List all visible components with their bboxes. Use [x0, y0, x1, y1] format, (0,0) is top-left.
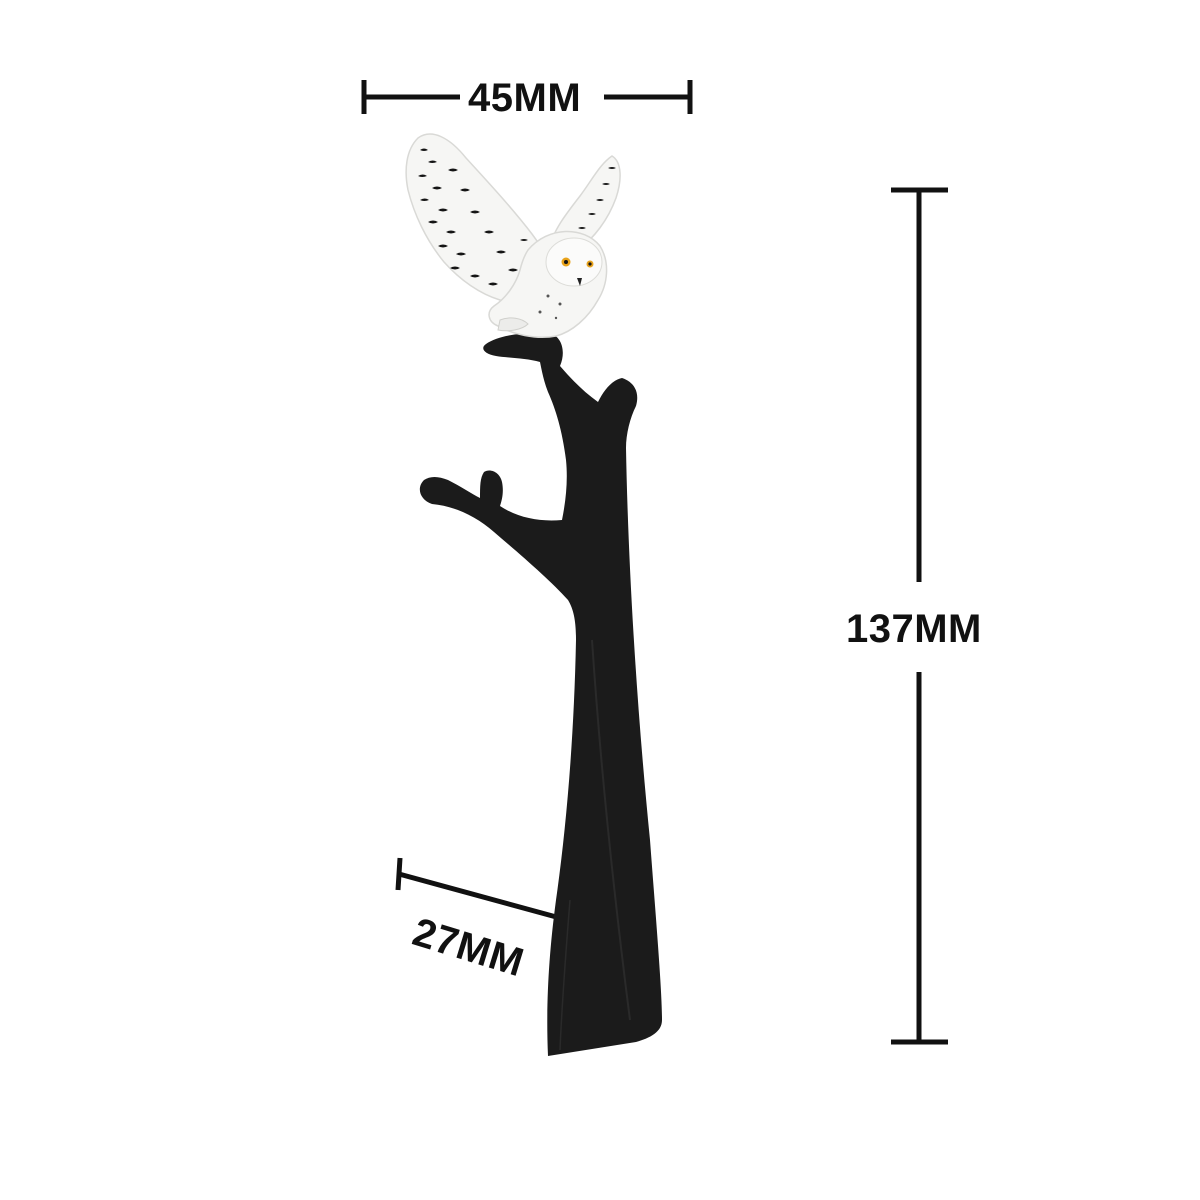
width-dimension-label: 45MM — [468, 76, 582, 120]
snowy-owl-figurine-icon — [405, 133, 621, 338]
height-dimension-label: 137MM — [846, 607, 982, 651]
width-dimension-line — [361, 80, 693, 114]
tree-stand-silhouette-icon — [419, 333, 662, 1056]
height-dimension-line — [891, 187, 948, 1045]
